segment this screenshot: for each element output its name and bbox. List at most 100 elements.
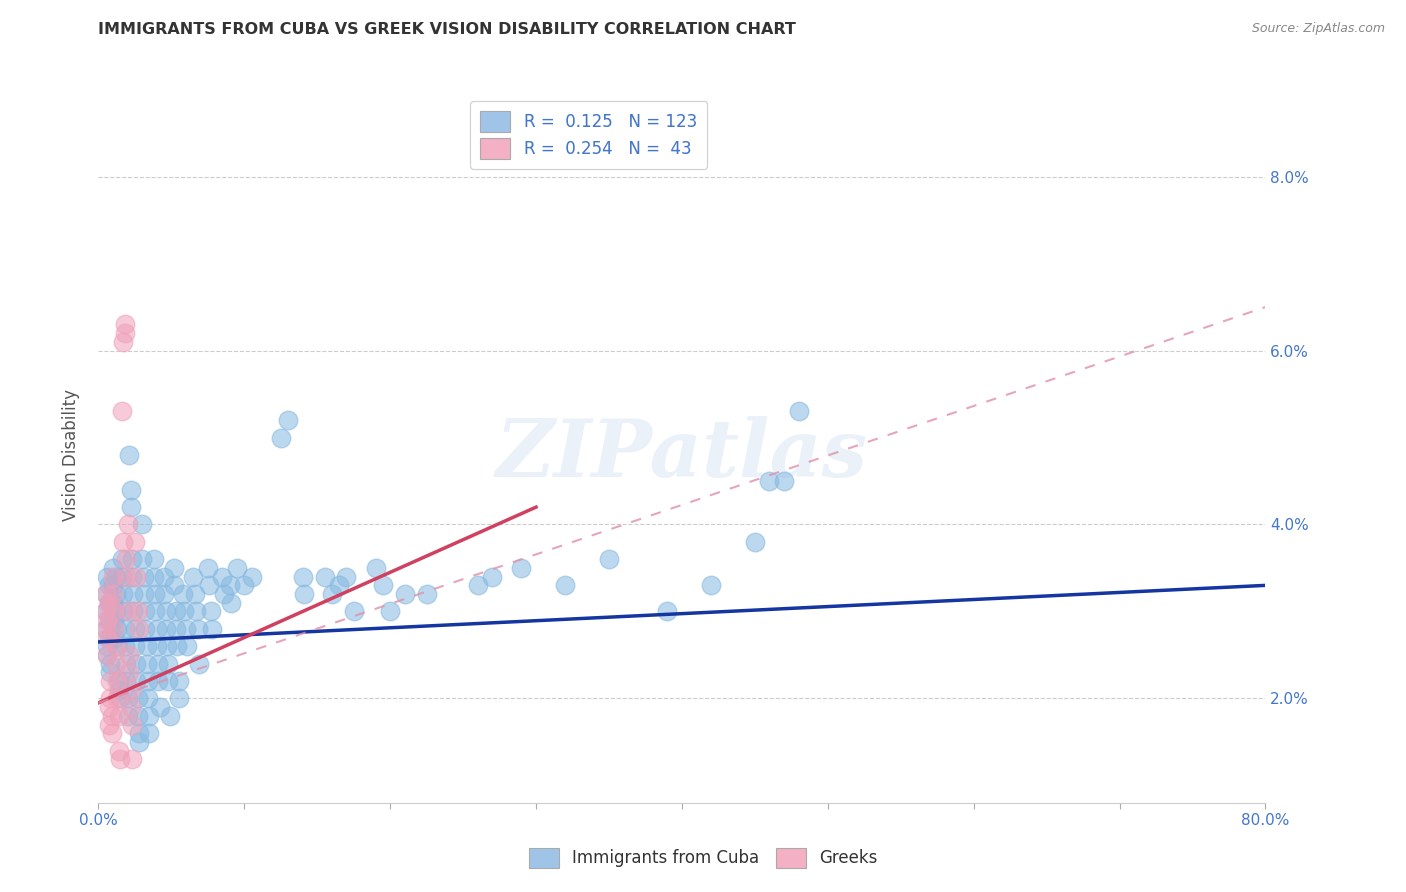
Point	[240, 569, 263, 583]
Point	[136, 691, 159, 706]
Point	[97, 578, 120, 592]
Point	[125, 657, 148, 671]
Point	[127, 691, 149, 706]
Point	[181, 569, 204, 583]
Point	[598, 552, 620, 566]
Point	[96, 613, 118, 627]
Point	[122, 605, 145, 619]
Point	[98, 665, 121, 680]
Point	[200, 605, 222, 619]
Point	[292, 587, 315, 601]
Point	[153, 569, 176, 583]
Point	[163, 561, 186, 575]
Point	[108, 708, 131, 723]
Point	[378, 605, 402, 619]
Point	[110, 691, 132, 706]
Point	[103, 613, 125, 627]
Point	[128, 622, 150, 636]
Point	[233, 578, 256, 592]
Point	[114, 326, 136, 340]
Point	[314, 569, 336, 583]
Point	[174, 622, 197, 636]
Point	[105, 639, 128, 653]
Point	[165, 605, 187, 619]
Point	[167, 674, 190, 689]
Text: Source: ZipAtlas.com: Source: ZipAtlas.com	[1251, 22, 1385, 36]
Point	[108, 674, 131, 689]
Point	[104, 605, 127, 619]
Point	[97, 596, 120, 610]
Point	[101, 569, 124, 583]
Point	[131, 552, 153, 566]
Legend: Immigrants from Cuba, Greeks: Immigrants from Cuba, Greeks	[522, 841, 884, 875]
Point	[112, 605, 135, 619]
Point	[101, 578, 124, 592]
Point	[111, 569, 134, 583]
Point	[124, 639, 146, 653]
Point	[127, 605, 149, 619]
Point	[198, 578, 221, 592]
Point	[97, 613, 120, 627]
Point	[121, 717, 143, 731]
Point	[135, 657, 157, 671]
Point	[219, 596, 242, 610]
Point	[554, 578, 576, 592]
Point	[114, 639, 136, 653]
Point	[115, 569, 138, 583]
Point	[103, 631, 125, 645]
Legend: R =  0.125   N = 123, R =  0.254   N =  43: R = 0.125 N = 123, R = 0.254 N = 43	[470, 102, 707, 169]
Point	[128, 726, 150, 740]
Text: IMMIGRANTS FROM CUBA VS GREEK VISION DISABILITY CORRELATION CHART: IMMIGRANTS FROM CUBA VS GREEK VISION DIS…	[98, 22, 796, 37]
Point	[166, 639, 188, 653]
Point	[101, 561, 124, 575]
Point	[112, 334, 135, 349]
Point	[744, 534, 766, 549]
Point	[94, 587, 117, 601]
Point	[176, 639, 198, 653]
Point	[183, 587, 205, 601]
Point	[467, 578, 489, 592]
Point	[122, 587, 145, 601]
Point	[104, 569, 127, 583]
Point	[96, 648, 118, 662]
Point	[163, 578, 186, 592]
Point	[143, 605, 166, 619]
Point	[657, 605, 679, 619]
Point	[101, 587, 124, 601]
Point	[105, 674, 128, 689]
Point	[510, 561, 533, 575]
Point	[148, 674, 170, 689]
Point	[114, 318, 136, 332]
Point	[94, 587, 117, 601]
Point	[121, 569, 143, 583]
Point	[167, 691, 190, 706]
Point	[120, 682, 142, 697]
Point	[104, 587, 127, 601]
Point	[111, 404, 134, 418]
Point	[110, 752, 132, 766]
Point	[187, 622, 209, 636]
Point	[135, 639, 157, 653]
Point	[117, 605, 139, 619]
Point	[173, 605, 195, 619]
Point	[118, 448, 141, 462]
Point	[97, 596, 120, 610]
Y-axis label: Vision Disability: Vision Disability	[62, 389, 80, 521]
Point	[226, 561, 249, 575]
Point	[114, 622, 136, 636]
Point	[127, 708, 149, 723]
Point	[157, 657, 180, 671]
Point	[104, 657, 127, 671]
Point	[96, 569, 118, 583]
Point	[98, 674, 121, 689]
Point	[121, 752, 143, 766]
Point	[415, 587, 437, 601]
Point	[131, 517, 153, 532]
Point	[94, 605, 117, 619]
Point	[115, 552, 138, 566]
Point	[132, 569, 155, 583]
Point	[156, 639, 179, 653]
Point	[96, 631, 118, 645]
Point	[157, 674, 180, 689]
Point	[148, 657, 170, 671]
